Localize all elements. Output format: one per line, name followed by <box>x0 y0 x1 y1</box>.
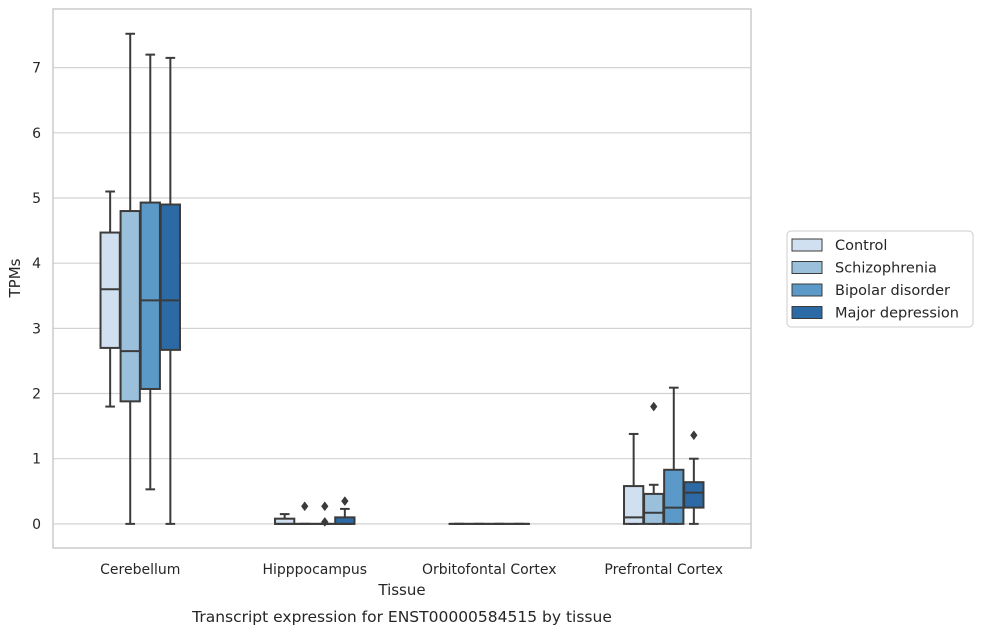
x-axis-title: Tissue <box>377 581 425 599</box>
box-control-0 <box>99 190 121 408</box>
x-tick-label: Orbitofontal Cortex <box>422 562 557 578</box>
y-tick-label: 7 <box>32 61 41 77</box>
box-major-depression-3 <box>683 430 705 525</box>
box-bipolar-disorder-3 <box>663 386 685 525</box>
outlier-point <box>301 501 309 512</box>
box-body <box>663 468 685 525</box>
y-tick-label: 5 <box>32 191 41 207</box>
box-control-1 <box>274 513 296 525</box>
legend-label: Schizophrenia <box>835 261 937 277</box>
x-tick-labels: Cerebellum Hipppocampus Orbitofontal Corte… <box>100 562 723 578</box>
box-major-depression-0 <box>159 56 181 525</box>
box-bipolar-disorder-1 <box>314 501 336 527</box>
box-body <box>643 492 665 525</box>
box-major-depression-1 <box>334 496 356 525</box>
plot-frame <box>52 8 752 549</box>
legend-swatch <box>791 238 823 252</box>
y-tick-label: 6 <box>32 126 41 142</box>
x-tick-label: Prefrontal Cortex <box>604 562 723 578</box>
outlier-point <box>650 401 658 412</box>
box-schizophrenia-3 <box>643 401 665 525</box>
x-tick-label: Cerebellum <box>100 562 180 578</box>
legend-frame <box>786 230 974 328</box>
y-tick-label: 4 <box>32 256 41 272</box>
box-bipolar-disorder-0 <box>139 53 161 491</box>
x-tick-label: Hipppocampus <box>262 562 367 578</box>
box-body <box>159 203 181 351</box>
legend-label: Control <box>835 238 887 254</box>
y-axis-title: TPMs <box>6 258 24 298</box>
y-tick-label: 3 <box>32 321 41 337</box>
legend: Control Schizophrenia Bipolar disorder Majo… <box>786 230 974 328</box>
outlier-point <box>321 517 329 527</box>
box-body <box>683 481 705 509</box>
outlier-point <box>341 496 349 506</box>
box-control-3 <box>623 432 645 525</box>
y-tick-labels: 0 1 2 3 4 5 6 7 <box>32 61 41 533</box>
legend-swatch <box>791 283 823 297</box>
y-tick-label: 0 <box>32 517 41 533</box>
box-body <box>139 201 161 390</box>
outlier-point <box>690 430 698 441</box>
box-plots <box>99 32 705 527</box>
legend-swatch <box>791 261 823 274</box>
box-body <box>119 210 141 403</box>
box-schizophrenia-1 <box>294 501 316 525</box>
box-schizophrenia-0 <box>119 32 141 525</box>
y-tick-label: 1 <box>32 452 41 468</box>
outlier-point <box>321 501 329 512</box>
legend-label: Major depression <box>835 306 959 322</box>
chart-caption: Transcript expression for ENST0000058451… <box>191 608 612 626</box>
legend-swatch <box>791 306 823 319</box>
y-tick-label: 2 <box>32 387 41 403</box>
legend-label: Bipolar disorder <box>835 283 950 299</box>
